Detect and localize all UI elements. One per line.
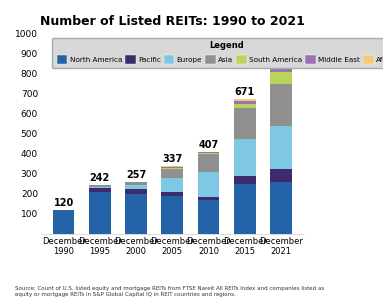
Bar	[161, 168, 183, 169]
Text: Source: Count of U.S. listed equity and mortgage REITs from FTSE Nareit All REIT: Source: Count of U.S. listed equity and …	[15, 286, 324, 297]
Bar	[270, 72, 292, 83]
Bar	[198, 153, 219, 154]
Bar	[89, 188, 111, 192]
Bar	[198, 197, 219, 200]
Bar	[234, 139, 255, 176]
Title: Number of Listed REITs: 1990 to 2021: Number of Listed REITs: 1990 to 2021	[40, 15, 304, 28]
Bar	[89, 187, 111, 188]
Bar	[161, 178, 183, 192]
Bar	[270, 182, 292, 234]
Text: 257: 257	[126, 170, 146, 180]
Text: 120: 120	[54, 198, 74, 208]
Text: 671: 671	[234, 87, 255, 97]
Bar	[270, 169, 292, 182]
Bar	[234, 184, 255, 234]
Bar	[234, 104, 255, 108]
Text: 865: 865	[271, 48, 291, 58]
Bar	[161, 166, 183, 167]
Bar	[125, 189, 147, 194]
Text: 337: 337	[162, 154, 182, 164]
Bar	[125, 182, 147, 185]
Bar	[270, 60, 292, 67]
Bar	[125, 194, 147, 234]
Bar	[234, 99, 255, 101]
Text: 407: 407	[198, 140, 219, 150]
Bar	[198, 152, 219, 153]
Bar	[270, 67, 292, 72]
Bar	[161, 169, 183, 178]
Bar	[198, 154, 219, 172]
Bar	[125, 185, 147, 189]
Bar	[270, 126, 292, 169]
Bar	[270, 83, 292, 126]
Bar	[198, 200, 219, 234]
Bar	[234, 101, 255, 104]
Bar	[198, 172, 219, 197]
Bar	[89, 185, 111, 187]
Bar	[234, 176, 255, 184]
Legend: North America, Pacific, Europe, Asia, South America, Middle East, Africa: North America, Pacific, Europe, Asia, So…	[52, 38, 383, 68]
Bar	[161, 167, 183, 168]
Bar	[234, 108, 255, 139]
Bar	[161, 192, 183, 196]
Bar	[89, 192, 111, 234]
Bar	[161, 196, 183, 234]
Text: 242: 242	[90, 173, 110, 184]
Bar	[53, 210, 74, 234]
